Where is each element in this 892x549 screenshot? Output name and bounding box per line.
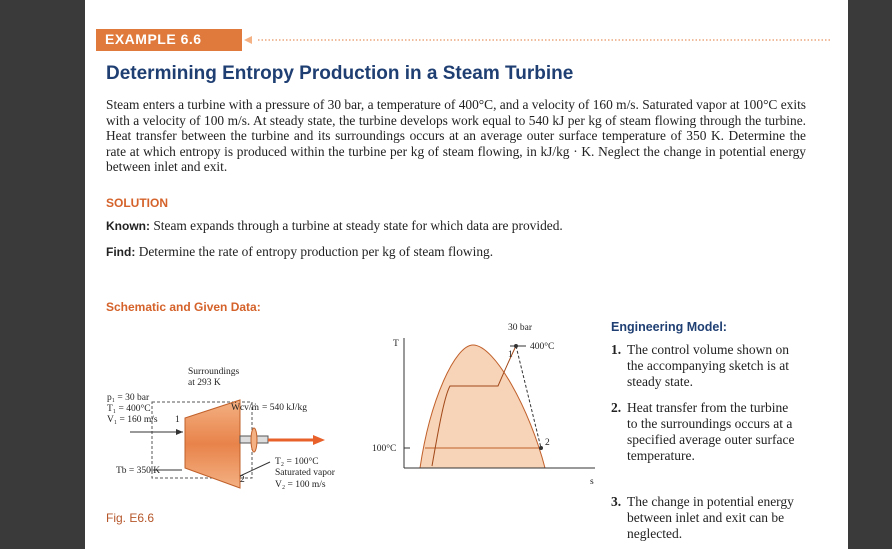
isobar-30bar — [431, 345, 517, 467]
label: Saturated vapor — [275, 468, 336, 478]
item-number: 1. — [611, 342, 622, 357]
shaft-disk — [250, 427, 258, 453]
label: Ẇcv/ṁ — [231, 401, 260, 413]
process-line — [515, 345, 542, 449]
label: Surroundings — [188, 367, 240, 377]
model-heading: Engineering Model: — [611, 320, 727, 334]
inlet-arrowhead — [176, 429, 183, 435]
exit-arrow — [239, 461, 271, 477]
figure-label: Fig. E6.6 — [106, 511, 155, 525]
known-line: Known: Steam expands through a turbine a… — [106, 218, 563, 234]
label: T₂ = 100°C — [275, 456, 319, 467]
title: Determining Entropy Production in a Stea… — [106, 63, 574, 84]
item-number: 3. — [611, 494, 622, 509]
label: 100°C — [372, 443, 396, 454]
known-label: Known: — [106, 219, 150, 233]
item-text: The control volume shown on the accompan… — [627, 342, 789, 389]
axis-label: T — [393, 339, 399, 349]
find-line: Find: Determine the rate of entropy prod… — [106, 244, 493, 260]
label: 1 — [175, 415, 180, 425]
item-number: 2. — [611, 400, 622, 415]
item-text: Heat transfer from the turbine to the su… — [627, 400, 795, 463]
work-arrowhead — [313, 435, 325, 445]
label: 1 — [508, 350, 513, 360]
label: 2 — [240, 475, 245, 485]
solution-heading: SOLUTION — [106, 196, 168, 210]
find-text: Determine the rate of entropy production… — [138, 244, 494, 259]
label: at 293 K — [188, 378, 221, 388]
find-label: Find: — [106, 245, 136, 259]
label: 400°C — [530, 341, 554, 352]
badge-arrow — [244, 36, 252, 44]
axis-label: s — [590, 477, 594, 487]
problem-text: Steam enters a turbine with a pressure o… — [106, 97, 806, 175]
label: T₁ = 400°C — [107, 403, 151, 414]
item-text: The change in potential energy between i… — [627, 494, 794, 541]
vapor-dome — [419, 344, 546, 469]
turbine — [184, 399, 241, 489]
example-badge — [96, 29, 242, 51]
label: Tb = 350 K — [116, 466, 160, 476]
state-point — [514, 344, 518, 348]
label: 2 — [545, 438, 550, 448]
label: V₂ = 100 m/s — [275, 480, 326, 490]
known-text: Steam expands through a turbine at stead… — [153, 218, 563, 233]
label: p₁ = 30 bar — [107, 393, 150, 403]
label: = 540 kJ/kg — [262, 403, 307, 413]
label: 30 bar — [508, 323, 533, 333]
label: V₁ = 160 m/s — [107, 415, 158, 425]
state-point — [539, 446, 543, 450]
schematic-heading: Schematic and Given Data: — [106, 300, 261, 314]
example-label: EXAMPLE 6.6 — [105, 31, 202, 47]
